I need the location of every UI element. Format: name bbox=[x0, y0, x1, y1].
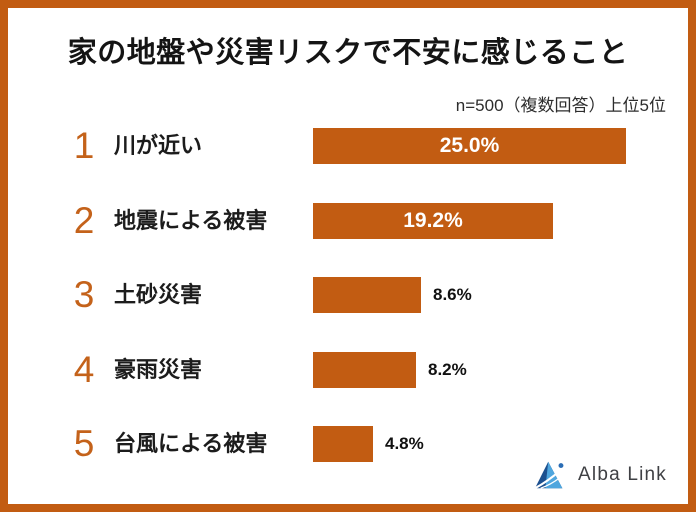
chart-row: 5 台風による被害 4.8% bbox=[8, 423, 688, 464]
chart-row: 3 土砂災害 8.6% bbox=[8, 274, 688, 315]
category-label: 台風による被害 bbox=[114, 431, 268, 456]
category-label: 土砂災害 bbox=[114, 282, 203, 307]
rank-number: 3 bbox=[73, 274, 95, 315]
value-label: 8.6% bbox=[433, 285, 472, 304]
category-label: 地震による被害 bbox=[114, 208, 268, 233]
bar bbox=[313, 277, 421, 313]
bar: 25.0% bbox=[313, 128, 626, 164]
chart-row: 4 豪雨災害 8.2% bbox=[8, 349, 688, 390]
bar bbox=[313, 352, 416, 388]
brand-logo: Alba Link bbox=[535, 458, 667, 492]
chart-row: 1 川が近い 25.0% bbox=[8, 125, 688, 166]
page-title: 家の地盤や災害リスクで不安に感じること bbox=[67, 37, 629, 69]
bar bbox=[313, 426, 373, 462]
rank-number: 5 bbox=[73, 423, 95, 464]
value-label: 19.2% bbox=[403, 209, 463, 232]
bar: 19.2% bbox=[313, 203, 553, 239]
category-label: 川が近い bbox=[114, 133, 203, 158]
value-label: 8.2% bbox=[428, 360, 467, 379]
chart-row: 2 地震による被害 19.2% bbox=[8, 200, 688, 241]
value-label: 25.0% bbox=[439, 134, 500, 157]
category-label: 豪雨災害 bbox=[114, 357, 203, 382]
alba-link-mountain-icon bbox=[535, 461, 564, 490]
brand-logo-text: Alba Link bbox=[578, 464, 667, 485]
rank-number: 4 bbox=[73, 349, 95, 390]
value-label: 4.8% bbox=[385, 434, 424, 453]
rank-number: 1 bbox=[73, 125, 95, 166]
sample-size-note: n=500（複数回答）上位5位 bbox=[455, 96, 666, 115]
rank-number: 2 bbox=[73, 200, 95, 241]
